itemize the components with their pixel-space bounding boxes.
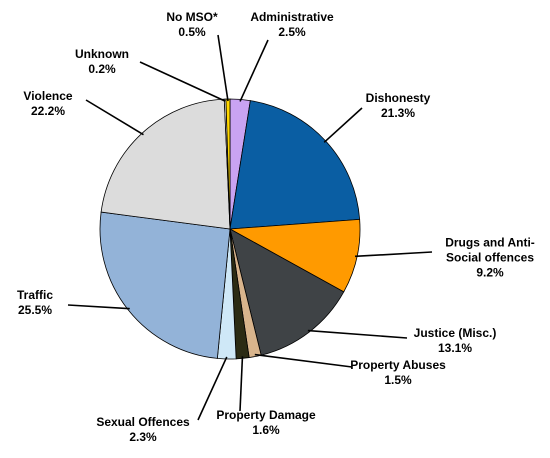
leader-line [139, 61, 226, 102]
leader-line [239, 39, 269, 102]
value-label: 22.2% [30, 104, 66, 118]
category-label: Justice (Misc.) [413, 326, 497, 340]
leader-line [354, 251, 433, 258]
slice-label: Justice (Misc.) 13.1% [395, 326, 515, 356]
value-label: 1.5% [384, 373, 412, 387]
category-label: No MSO* [166, 10, 218, 24]
leader-line [239, 356, 244, 412]
category-label: Unknown [75, 47, 129, 61]
leader-line [197, 356, 228, 421]
category-label: Sexual Offences [96, 415, 190, 429]
slice-label: Property Damage 1.6% [201, 408, 331, 438]
slice-label: Dishonesty 21.3% [338, 91, 458, 121]
category-label: Traffic [16, 288, 53, 302]
category-label: Property Damage [216, 408, 316, 422]
value-label: 2.5% [278, 25, 306, 39]
pie-slice [99, 211, 231, 359]
value-label: 0.5% [178, 25, 206, 39]
slice-label: Sexual Offences 2.3% [83, 415, 203, 445]
value-label: 21.3% [380, 106, 416, 120]
value-label: 13.1% [437, 341, 473, 355]
value-label: 0.2% [88, 62, 116, 76]
leader-line [217, 34, 229, 102]
value-label: 1.6% [252, 423, 280, 437]
value-label: 2.3% [129, 430, 157, 444]
leader-line [67, 304, 130, 310]
pie-slice [229, 228, 345, 356]
slice-label: Administrative 2.5% [227, 10, 357, 40]
slice-label: Unknown 0.2% [62, 47, 142, 77]
category-label: Violence [23, 89, 73, 103]
slice-label: Violence 22.2% [8, 89, 88, 119]
leader-line [85, 99, 144, 136]
slice-label: Drugs and Anti-Social offences 9.2% [436, 236, 544, 281]
leader-line [307, 329, 408, 339]
value-label: 25.5% [17, 303, 53, 317]
category-label: Administrative [250, 10, 334, 24]
category-label: Drugs and Anti-Social offences [445, 235, 535, 265]
category-label: Dishonesty [365, 91, 431, 105]
pie-slice [100, 98, 231, 230]
slice-label: Property Abuses 1.5% [338, 358, 458, 388]
slice-label: No MSO* 0.5% [152, 10, 232, 40]
category-label: Property Abuses [350, 358, 446, 372]
slice-label: Traffic 25.5% [0, 288, 75, 318]
leader-line [323, 107, 363, 143]
value-label: 9.2% [476, 265, 504, 280]
leader-line [254, 353, 353, 368]
